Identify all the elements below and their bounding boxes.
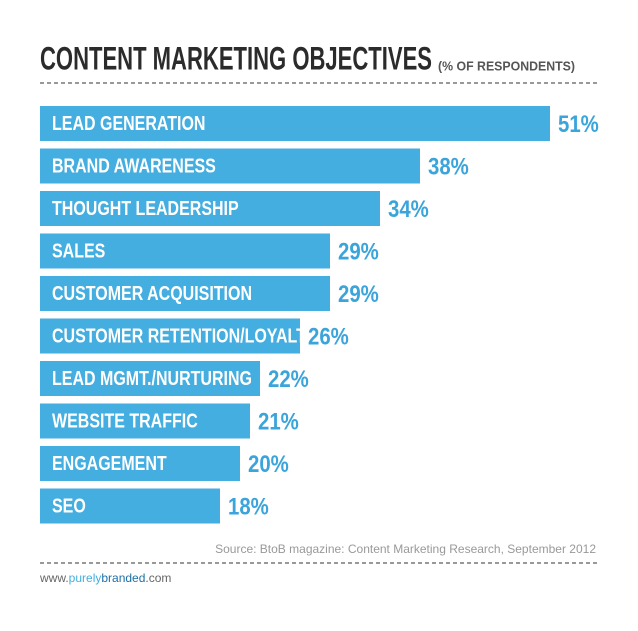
category-label: SALES	[52, 240, 105, 262]
category-label: LEAD MGMT./NURTURING	[52, 367, 252, 389]
footer-part: branded	[101, 571, 145, 585]
bar	[40, 191, 380, 226]
bar	[40, 318, 300, 354]
value-label: 29%	[338, 280, 379, 307]
value-label: 51%	[558, 110, 599, 137]
value-label: 21%	[258, 408, 299, 435]
footer-part: purely	[69, 571, 102, 585]
chart-title: CONTENT MARKETING OBJECTIVES	[40, 40, 432, 76]
category-label: CUSTOMER ACQUISITION	[52, 282, 252, 304]
footer-link: www.purelybranded.com	[39, 571, 171, 585]
bar	[40, 276, 330, 311]
value-label: 29%	[338, 238, 379, 265]
value-label: 38%	[428, 153, 469, 180]
category-label: WEBSITE TRAFFIC	[52, 410, 198, 432]
category-label: THOUGHT LEADERSHIP	[52, 197, 239, 219]
bar	[40, 106, 550, 141]
value-label: 20%	[248, 450, 289, 477]
bar	[40, 361, 260, 396]
value-label: 22%	[268, 365, 309, 392]
value-label: 26%	[308, 323, 349, 350]
source-note: Source: BtoB magazine: Content Marketing…	[215, 542, 596, 556]
bar	[40, 148, 420, 184]
value-label: 34%	[388, 195, 429, 222]
category-label: CUSTOMER RETENTION/LOYALTY	[52, 325, 317, 347]
footer-part: www.	[39, 571, 69, 585]
bar	[40, 446, 240, 481]
category-label: BRAND AWARENESS	[52, 155, 216, 177]
category-label: SEO	[52, 495, 86, 517]
chart-subtitle: (% OF RESPONDENTS)	[438, 58, 575, 73]
category-label: ENGAGEMENT	[52, 452, 167, 474]
bar	[40, 488, 220, 524]
category-label: LEAD GENERATION	[52, 112, 205, 134]
bar	[40, 403, 250, 439]
bar	[40, 233, 330, 269]
value-label: 18%	[228, 493, 269, 520]
footer-part: .com	[145, 571, 171, 585]
